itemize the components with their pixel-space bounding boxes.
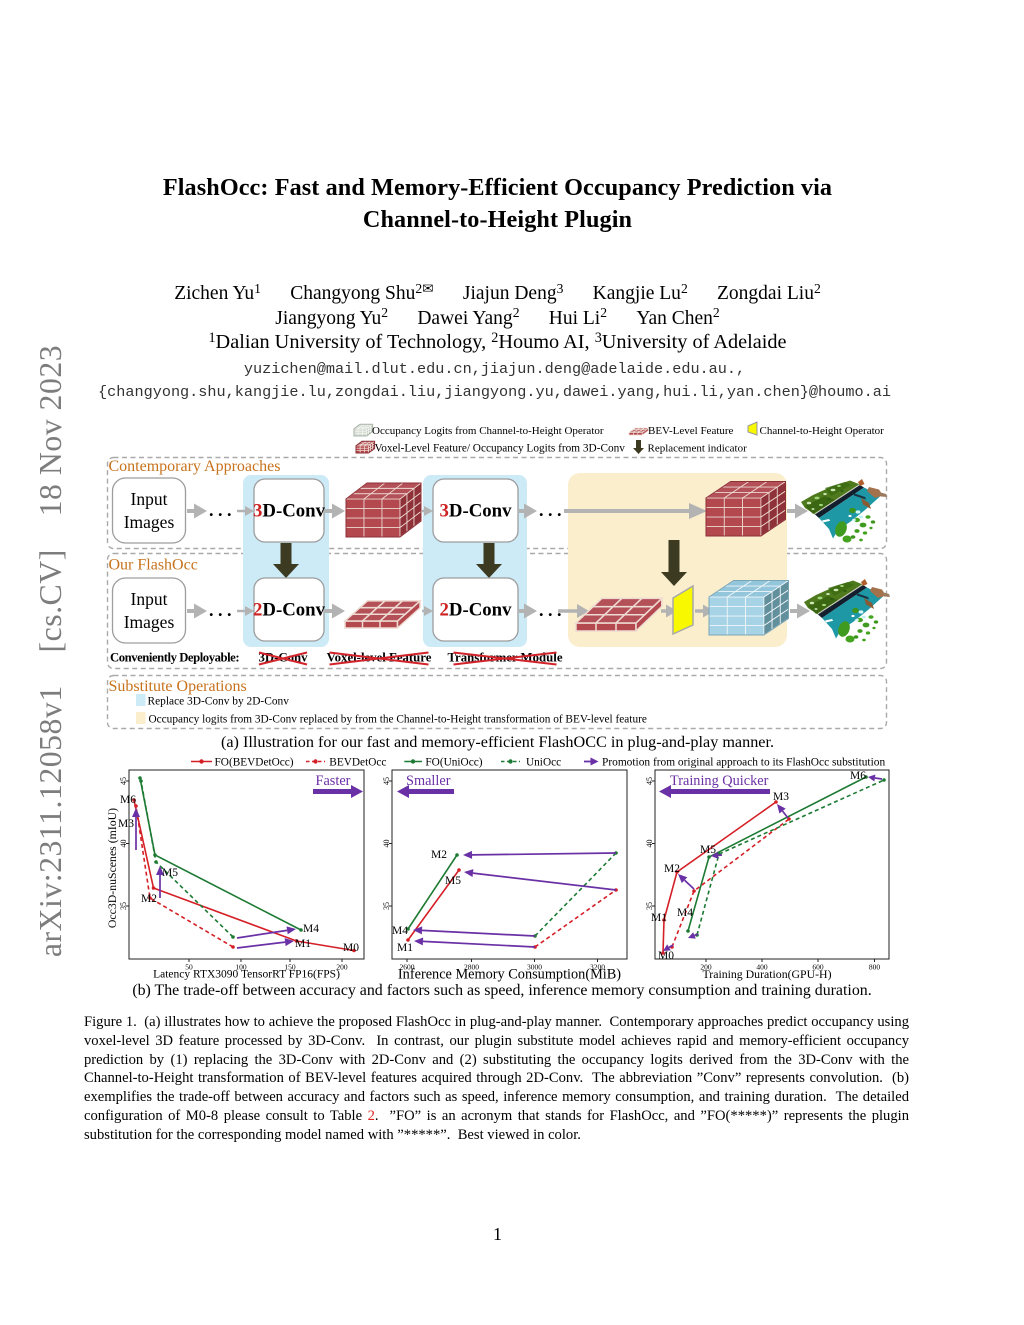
svg-text:2D-Conv: 2D-Conv [440,600,513,621]
svg-text:M1: M1 [651,912,667,924]
svg-text:M4: M4 [303,923,319,935]
svg-text:M5: M5 [445,875,461,887]
svg-text:M2: M2 [664,863,680,875]
svg-text:Our FlashOcc: Our FlashOcc [109,557,198,574]
svg-text:Promotion from original approa: Promotion from original approach to its … [602,757,885,769]
svg-text:M1: M1 [295,938,311,950]
svg-text:2D-Conv: 2D-Conv [253,600,326,621]
svg-text:Occupancy Logits from Channel-: Occupancy Logits from Channel-to-Height … [372,425,604,437]
svg-text:400: 400 [756,963,768,972]
svg-text:BEVDetOcc: BEVDetOcc [329,757,386,769]
svg-text:Faster: Faster [316,773,351,789]
svg-text:3D-Conv: 3D-Conv [440,501,513,522]
svg-text:Input: Input [131,589,168,609]
svg-text:Images: Images [124,512,175,532]
svg-text:Smaller: Smaller [406,773,451,789]
svg-text:. . .: . . . [539,600,562,620]
svg-text:M5: M5 [700,844,716,856]
svg-text:150: 150 [284,963,296,972]
svg-text:. . .: . . . [209,600,232,620]
svg-text:3D-Conv: 3D-Conv [253,501,326,522]
svg-text:M3: M3 [118,818,134,830]
svg-text:100: 100 [235,963,247,972]
svg-text:M4: M4 [392,925,408,937]
svg-text:M2: M2 [141,893,157,905]
svg-text:M3: M3 [773,791,789,803]
svg-text:M0: M0 [343,942,359,954]
svg-text:45: 45 [382,777,391,785]
svg-text:Input: Input [131,489,168,509]
svg-text:FO(UniOcc): FO(UniOcc) [425,757,482,769]
svg-text:M4: M4 [677,907,693,919]
svg-text:Replacement indicator: Replacement indicator [648,443,748,455]
svg-text:800: 800 [869,963,881,972]
svg-text:Occupancy logits from 3D-Conv: Occupancy logits from 3D-Conv replaced b… [149,714,647,726]
svg-text:200: 200 [700,963,712,972]
svg-text:200: 200 [336,963,348,972]
svg-text:Images: Images [124,612,175,632]
svg-text:Latency RTX3090 TensorRT FP16(: Latency RTX3090 TensorRT FP16(FPS) [153,969,340,981]
svg-text:45: 45 [645,777,654,785]
svg-text:UniOcc: UniOcc [526,757,561,769]
svg-text:. . .: . . . [209,500,232,520]
svg-text:Training Quicker: Training Quicker [670,773,769,789]
svg-text:Channel-to-Height Operator: Channel-to-Height Operator [760,425,885,437]
svg-text:2800: 2800 [464,963,479,972]
svg-text:M1: M1 [397,942,413,954]
svg-text:FO(BEVDetOcc): FO(BEVDetOcc) [215,757,294,769]
svg-text:40: 40 [382,840,391,848]
svg-text:35: 35 [382,902,391,910]
svg-text:Replace 3D-Conv by 2D-Conv: Replace 3D-Conv by 2D-Conv [148,696,290,708]
svg-text:BEV-Level Feature: BEV-Level Feature [648,425,734,437]
svg-text:40: 40 [119,840,128,848]
svg-text:Inference Memory Consumption(M: Inference Memory Consumption(MiB) [398,967,621,983]
svg-text:M6: M6 [850,770,866,782]
svg-text:35: 35 [119,902,128,910]
svg-text:. . .: . . . [539,500,562,520]
svg-text:M5: M5 [162,867,178,879]
svg-text:50: 50 [185,963,193,972]
svg-text:Conveniently Deployable:: Conveniently Deployable: [110,651,239,665]
svg-text:Substitute Operations: Substitute Operations [109,678,247,695]
svg-text:35: 35 [645,902,654,910]
svg-text:M6: M6 [120,794,136,806]
svg-text:40: 40 [645,840,654,848]
svg-text:Occ3D-nuScenes (mIoU): Occ3D-nuScenes (mIoU) [105,808,119,928]
svg-text:Training Duration(GPU-H): Training Duration(GPU-H) [703,967,832,981]
svg-text:600: 600 [812,963,824,972]
svg-text:3200: 3200 [590,963,605,972]
svg-text:2600: 2600 [400,963,415,972]
svg-text:M0: M0 [658,950,674,962]
svg-text:45: 45 [119,777,128,785]
svg-text:M2: M2 [431,849,447,861]
svg-text:Voxel-Level Feature/ Occupancy: Voxel-Level Feature/ Occupancy Logits fr… [375,443,626,455]
svg-text:Contemporary Approaches: Contemporary Approaches [109,458,281,475]
svg-text:3000: 3000 [527,963,542,972]
